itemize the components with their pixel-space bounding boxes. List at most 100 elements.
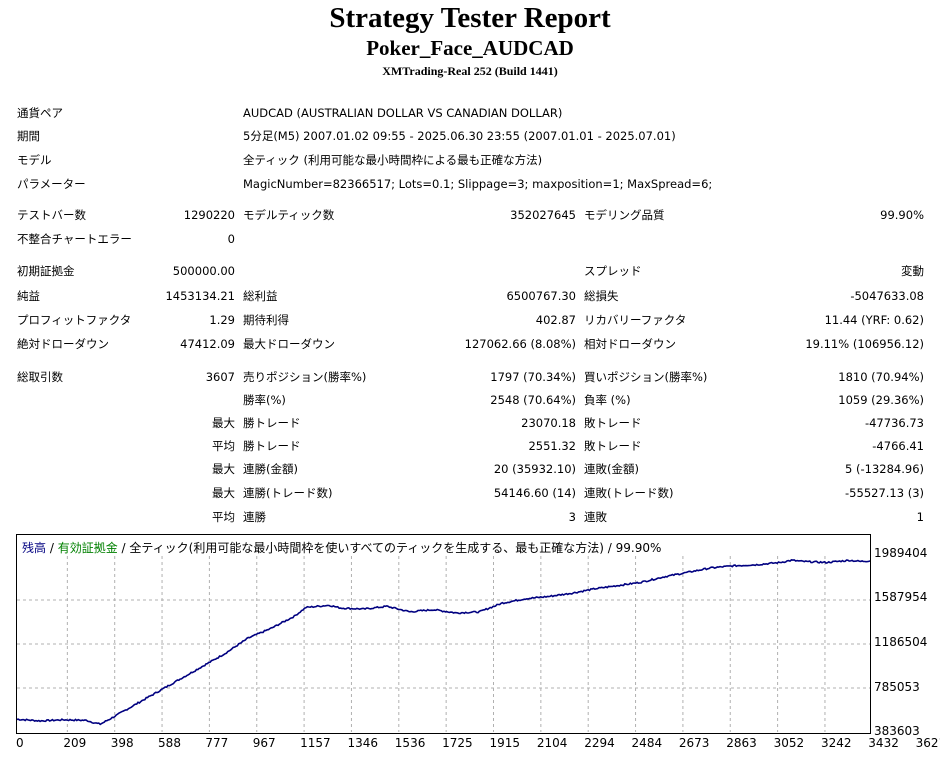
deposit-label: 初期証拠金 xyxy=(17,264,75,278)
y-tick-label: 383603 xyxy=(874,724,920,738)
bars-value: 1290220 xyxy=(183,208,235,222)
spread-label: スプレッド xyxy=(584,264,642,278)
spread-value: 変動 xyxy=(901,264,924,278)
x-tick-label: 3432 xyxy=(868,736,899,750)
average-consecutive-losses-value: 1 xyxy=(916,510,924,524)
maximal-consecutive-loss-value: -55527.13 (3) xyxy=(845,486,924,500)
max-consecutive-wins-value: 20 (35932.10) xyxy=(493,462,576,476)
setting-label-symbol: 通貨ペア xyxy=(17,106,63,120)
x-tick-label: 2294 xyxy=(584,736,615,750)
expected-payoff-value: 402.87 xyxy=(535,313,576,327)
maximal-consecutive-loss-label: 連敗(トレード数) xyxy=(584,486,674,500)
gross-profit-label: 総利益 xyxy=(243,289,278,303)
setting-value-parameters: MagicNumber=82366517; Lots=0.1; Slippage… xyxy=(243,177,713,191)
ticks-value: 352027645 xyxy=(510,208,576,222)
average-loss-label: 敗トレード xyxy=(584,439,642,453)
bars-label: テストバー数 xyxy=(17,208,86,222)
average-profit-value: 2551.32 xyxy=(528,439,576,453)
x-tick-label: 398 xyxy=(110,736,134,750)
balance-line xyxy=(17,559,870,726)
short-positions-label: 売りポジション(勝率%) xyxy=(243,370,367,384)
setting-value-symbol: AUDCAD (AUSTRALIAN DOLLAR VS CANADIAN DO… xyxy=(243,106,563,120)
quality-value: 99.90% xyxy=(880,208,924,222)
setting-value-model: 全ティック (利用可能な最小時間枠による最も正確な方法) xyxy=(243,153,543,167)
long-positions-label: 買いポジション(勝率%) xyxy=(584,370,708,384)
average-loss-value: -4766.41 xyxy=(872,439,924,453)
absolute-drawdown-label: 絶対ドローダウン xyxy=(17,337,109,351)
long-positions-value: 1810 (70.94%) xyxy=(838,370,924,384)
y-tick-label: 785053 xyxy=(874,680,920,694)
absolute-drawdown-value: 47412.09 xyxy=(180,337,235,351)
x-tick-label: 777 xyxy=(205,736,229,750)
gross-loss-label: 総損失 xyxy=(584,289,619,303)
legend-equity: 有効証拠金 xyxy=(57,541,118,555)
x-tick-label: 588 xyxy=(158,736,181,750)
largest-profit-label: 勝トレード xyxy=(243,416,301,430)
recovery-factor-label: リカバリーファクタ xyxy=(584,313,687,327)
maximal-consecutive-profit-value: 54146.60 (14) xyxy=(493,486,576,500)
total-trades-label: 総取引数 xyxy=(17,370,63,384)
average-profit-label: 勝トレード xyxy=(243,439,301,453)
mismatch-value: 0 xyxy=(227,232,235,246)
maximal-consecutive-prefix: 最大 xyxy=(212,486,235,500)
max-consecutive-losses-value: 5 (-13284.96) xyxy=(845,462,924,476)
gross-loss-value: -5047633.08 xyxy=(850,289,924,303)
x-tick-label: 1725 xyxy=(442,736,473,750)
gross-profit-value: 6500767.30 xyxy=(506,289,576,303)
largest-prefix: 最大 xyxy=(212,416,235,430)
report-subtitle: Poker_Face_AUDCAD xyxy=(366,36,574,60)
x-tick-label: 967 xyxy=(252,736,276,750)
x-tick-label: 2484 xyxy=(631,736,663,750)
y-tick-label: 1186504 xyxy=(874,635,928,649)
x-tick-label: 1346 xyxy=(347,736,378,750)
x-tick-label: 0 xyxy=(16,736,24,750)
max-consecutive-losses-label: 連敗(金額) xyxy=(584,462,639,476)
largest-loss-label: 敗トレード xyxy=(584,416,642,430)
x-tick-label: 3052 xyxy=(773,736,805,750)
x-tick-label: 209 xyxy=(63,736,87,750)
short-positions-value: 1797 (70.34%) xyxy=(490,370,576,384)
recovery-factor-value: 11.44 (YRF: 0.62) xyxy=(824,313,924,327)
x-tick-label: 2863 xyxy=(726,736,757,750)
y-tick-label: 1989404 xyxy=(874,546,928,560)
largest-loss-value: -47736.73 xyxy=(864,416,924,430)
total-trades-value: 3607 xyxy=(205,370,235,384)
legend-balance: 残高 xyxy=(22,541,47,555)
average-prefix: 平均 xyxy=(212,439,235,453)
x-tick-label: 1915 xyxy=(489,736,521,750)
x-tick-label: 1536 xyxy=(394,736,426,750)
expected-payoff-label: 期待利得 xyxy=(243,313,289,327)
x-tick-label: 1157 xyxy=(300,736,331,750)
setting-value-period: 5分足(M5) 2007.01.02 09:55 - 2025.06.30 23… xyxy=(243,129,676,143)
relative-drawdown-value: 19.11% (106956.12) xyxy=(805,337,924,351)
average-consecutive-losses-label: 連敗 xyxy=(584,510,607,524)
setting-label-parameters: パラメーター xyxy=(17,177,86,191)
y-tick-label: 1587954 xyxy=(874,590,928,604)
profit-trades-label: 勝率(%) xyxy=(243,393,286,407)
chart-legend: 残高 / 有効証拠金 / 全ティック(利用可能な最小時間枠を使いすべてのティック… xyxy=(22,539,661,556)
net-profit-label: 純益 xyxy=(17,289,40,303)
legend-separator: / xyxy=(117,541,130,555)
legend-model: 全ティック(利用可能な最小時間枠を使いすべてのティックを生成する、最も正確な方法… xyxy=(129,541,662,555)
x-tick-label: 3621 xyxy=(915,736,940,750)
largest-profit-value: 23070.18 xyxy=(521,416,576,430)
x-tick-label: 3242 xyxy=(820,736,852,750)
mismatch-label: 不整合チャートエラー xyxy=(17,232,132,246)
legend-separator: / xyxy=(46,541,58,555)
deposit-value: 500000.00 xyxy=(172,264,235,278)
quality-label: モデリング品質 xyxy=(584,208,665,222)
loss-trades-label: 負率 (%) xyxy=(584,393,631,407)
average-consecutive-prefix: 平均 xyxy=(212,510,235,524)
x-tick-label: 2673 xyxy=(678,736,710,750)
net-profit-value: 1453134.21 xyxy=(165,289,235,303)
setting-label-model: モデル xyxy=(17,153,52,167)
average-consecutive-wins-label: 連勝 xyxy=(243,510,266,524)
maximal-drawdown-label: 最大ドローダウン xyxy=(243,337,335,351)
balance-chart-svg xyxy=(17,556,870,732)
server-build: XMTrading-Real 252 (Build 1441) xyxy=(382,64,558,78)
profit-factor-label: プロフィットファクタ xyxy=(17,313,132,327)
profit-factor-value: 1.29 xyxy=(209,313,235,327)
maximal-consecutive-profit-label: 連勝(トレード数) xyxy=(243,486,333,500)
average-consecutive-wins-value: 3 xyxy=(568,510,576,524)
profit-trades-value: 2548 (70.64%) xyxy=(490,393,576,407)
